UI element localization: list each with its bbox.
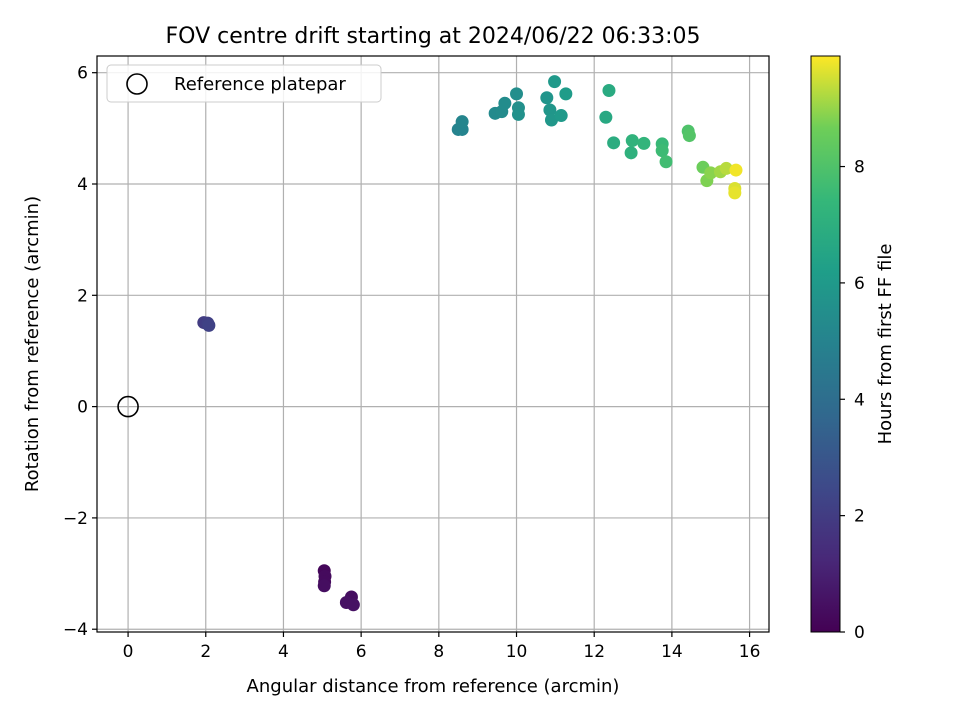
scatter-point <box>719 161 733 175</box>
legend-label-reference: Reference platepar <box>174 74 346 95</box>
colorbar-tick-label: 0 <box>854 623 865 643</box>
y-tick-label: −2 <box>63 509 88 529</box>
x-tick-label: 6 <box>356 642 367 662</box>
axis-ticks: 0 2 4 6 8 10 12 14 16 −4 −2 0 2 4 6 <box>63 64 760 662</box>
colorbar-tick-label: 2 <box>854 507 865 527</box>
y-tick-label: 2 <box>77 286 88 306</box>
scatter-point <box>540 91 554 105</box>
scatter-point <box>543 103 557 117</box>
scatter-point <box>511 107 525 121</box>
legend: Reference platepar <box>106 64 382 103</box>
x-tick-label: 4 <box>278 642 289 662</box>
scatter-point <box>455 115 469 129</box>
x-tick-label: 10 <box>506 642 528 662</box>
colorbar-tick-label: 6 <box>854 274 865 294</box>
y-axis-title: Rotation from reference (arcmin) <box>22 196 43 492</box>
y-tick-label: 6 <box>77 64 88 84</box>
reference-platepar-marker <box>117 395 139 418</box>
chart-title: FOV centre drift starting at 2024/06/22 … <box>166 24 701 49</box>
plot-area-frame <box>96 55 770 633</box>
scatter-point <box>544 113 558 127</box>
x-tick-label: 0 <box>123 642 134 662</box>
x-tick-label: 8 <box>433 642 444 662</box>
x-tick-label: 16 <box>739 642 761 662</box>
data-points <box>117 75 743 612</box>
scatter-point <box>559 87 573 101</box>
scatter-point <box>202 318 216 332</box>
scatter-point <box>637 136 651 150</box>
scatter-point <box>655 144 669 158</box>
scatter-point <box>602 84 616 98</box>
x-tick-label: 14 <box>661 642 683 662</box>
colorbar: 0 2 4 6 8 Hours from first FF file <box>810 55 896 643</box>
scatter-point <box>625 134 639 148</box>
scatter-point <box>548 75 562 89</box>
x-tick-label: 12 <box>583 642 605 662</box>
colorbar-ticks: 0 2 4 6 8 <box>840 158 865 643</box>
scatter-point <box>704 166 718 180</box>
scatter-point <box>659 155 673 169</box>
colorbar-gradient <box>810 55 841 633</box>
scatter-point <box>554 109 568 123</box>
legend-box <box>106 64 382 103</box>
colorbar-tick-label: 8 <box>854 158 865 178</box>
scatter-point <box>498 96 512 110</box>
y-tick-label: 0 <box>77 398 88 418</box>
scatter-point <box>346 598 360 612</box>
scatter-point <box>624 146 638 160</box>
scatter-point <box>317 579 331 593</box>
x-axis-title: Angular distance from reference (arcmin) <box>247 676 620 697</box>
scatter-point <box>682 129 696 143</box>
scatter-point <box>607 136 621 150</box>
scatter-point <box>728 186 742 200</box>
y-tick-label: 4 <box>77 175 88 195</box>
legend-marker-reference <box>126 73 148 95</box>
scatter-point <box>599 110 613 124</box>
colorbar-tick-label: 4 <box>854 390 865 410</box>
y-tick-label: −4 <box>63 620 88 640</box>
scatter-point <box>729 163 743 177</box>
x-tick-label: 2 <box>200 642 211 662</box>
grid-lines <box>97 56 769 632</box>
colorbar-title: Hours from first FF file <box>875 244 896 445</box>
scatter-point <box>510 87 524 101</box>
